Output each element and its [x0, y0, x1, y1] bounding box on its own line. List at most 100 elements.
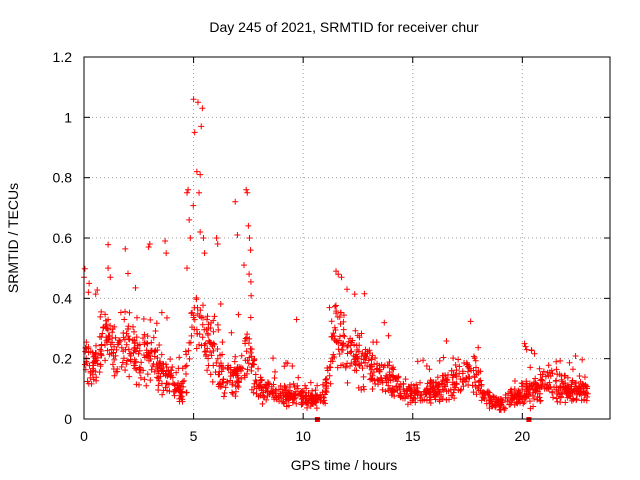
data-point	[94, 360, 101, 367]
data-point	[177, 389, 184, 396]
data-point	[384, 373, 391, 380]
data-point	[232, 353, 239, 360]
data-point	[263, 385, 270, 392]
data-point	[221, 389, 228, 396]
data-point	[201, 326, 208, 333]
data-point	[337, 320, 344, 327]
data-point	[272, 368, 279, 375]
data-point	[253, 390, 260, 397]
data-point	[578, 397, 585, 404]
data-point	[234, 378, 241, 385]
data-point	[86, 362, 93, 369]
data-point	[136, 381, 143, 388]
data-point	[447, 386, 454, 393]
data-point	[434, 383, 441, 390]
data-point	[333, 268, 340, 275]
data-point	[289, 363, 296, 370]
data-point	[443, 388, 450, 395]
y-tick-label: 0.4	[53, 290, 73, 306]
data-point	[136, 341, 143, 348]
data-point	[502, 391, 509, 398]
data-point	[270, 355, 277, 362]
data-point	[511, 401, 518, 408]
data-point	[105, 326, 112, 333]
data-point	[120, 355, 127, 362]
data-point	[153, 361, 160, 368]
data-point	[386, 369, 393, 376]
data-point	[144, 333, 151, 340]
chart-title: Day 245 of 2021, SRMTID for receiver chu…	[209, 19, 479, 35]
data-point	[234, 365, 241, 372]
data-point	[207, 325, 214, 332]
data-point	[332, 327, 339, 334]
data-point	[352, 327, 359, 334]
data-point	[145, 352, 152, 359]
data-point	[304, 404, 311, 411]
data-point	[439, 395, 446, 402]
data-point	[143, 382, 150, 389]
data-point	[368, 356, 375, 363]
data-point	[549, 389, 556, 396]
data-point	[402, 394, 409, 401]
data-point	[147, 377, 154, 384]
data-point	[569, 388, 576, 395]
x-tick-label: 15	[405, 428, 421, 444]
data-point	[219, 339, 226, 346]
data-point	[324, 367, 331, 374]
data-point	[238, 352, 245, 359]
data-point	[197, 307, 204, 314]
data-point	[368, 366, 375, 373]
data-point	[334, 313, 341, 320]
data-point	[450, 371, 457, 378]
data-point	[122, 346, 129, 353]
data-point	[243, 370, 250, 377]
data-point	[203, 353, 210, 360]
data-point	[440, 387, 447, 394]
data-point	[160, 370, 167, 377]
data-point	[443, 375, 450, 382]
data-point	[180, 383, 187, 390]
data-point	[295, 374, 302, 381]
data-point	[570, 396, 577, 403]
data-point	[436, 398, 443, 405]
data-point	[97, 350, 104, 357]
y-tick-label: 0.8	[53, 170, 73, 186]
data-point	[396, 392, 403, 399]
data-point	[210, 328, 217, 335]
data-point	[288, 390, 295, 397]
data-point	[321, 397, 328, 404]
data-point	[257, 381, 264, 388]
data-point	[103, 321, 110, 328]
data-point	[131, 339, 138, 346]
data-point	[141, 376, 148, 383]
data-point	[519, 394, 526, 401]
data-point	[326, 304, 333, 311]
data-point	[121, 316, 128, 323]
data-point	[364, 362, 371, 369]
data-point	[98, 308, 105, 315]
data-point	[403, 391, 410, 398]
data-point	[115, 341, 122, 348]
data-point	[210, 347, 217, 354]
data-point	[331, 333, 338, 340]
data-point	[122, 367, 129, 374]
data-point	[178, 393, 185, 400]
data-point	[145, 244, 152, 251]
data-point	[162, 238, 169, 245]
x-tick-label: 20	[515, 428, 531, 444]
data-point	[472, 383, 479, 390]
data-point	[526, 398, 533, 405]
data-point	[417, 379, 424, 386]
data-point	[235, 311, 242, 318]
data-point	[241, 338, 248, 345]
data-point	[102, 311, 109, 318]
data-point	[348, 348, 355, 355]
data-point	[156, 342, 163, 349]
data-point	[140, 316, 147, 323]
x-tick-label: 0	[80, 428, 88, 444]
data-point	[550, 394, 557, 401]
data-point	[309, 395, 316, 402]
data-point	[558, 372, 565, 379]
data-point	[468, 367, 475, 374]
data-point	[171, 392, 178, 399]
